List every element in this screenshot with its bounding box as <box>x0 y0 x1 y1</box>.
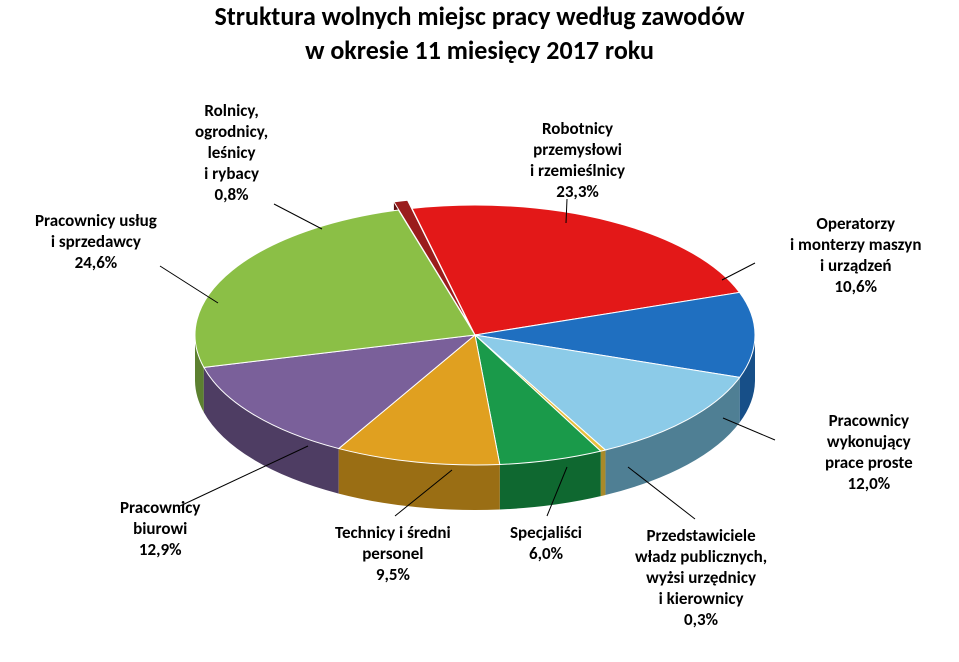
label-text: leśnicy <box>195 142 268 163</box>
label-text: i urządzeń <box>790 255 921 276</box>
slice-side-przedstawiciele-wladz <box>601 450 606 496</box>
label-text: Specjaliści <box>510 522 582 543</box>
label-text: i kierownicy <box>635 588 767 609</box>
label-text: i monterzy maszyn <box>790 234 921 255</box>
label-operatorzy-monterzy: Operatorzyi monterzy maszyni urządzeń10,… <box>790 213 921 297</box>
chart-title-line2: w okresie 11 miesięcy 2017 roku <box>0 34 959 66</box>
label-text: prace proste <box>825 452 913 473</box>
label-value: 0,8% <box>195 184 268 205</box>
label-value: 24,6% <box>35 252 157 273</box>
label-value: 12,9% <box>120 539 200 560</box>
label-text: i rzemieślnicy <box>530 160 625 181</box>
label-text: Pracownicy <box>825 410 913 431</box>
label-value: 12,0% <box>825 473 913 494</box>
label-text: ogrodnicy, <box>195 121 268 142</box>
chart-title-line1: Struktura wolnych miejsc pracy według za… <box>0 0 959 32</box>
label-specjalisci: Specjaliści6,0% <box>510 522 582 564</box>
label-text: i sprzedawcy <box>35 231 157 252</box>
label-uslugi-sprzedawcy: Pracownicy usługi sprzedawcy24,6% <box>35 210 157 273</box>
label-robotnicy-przemyslowi: Robotnicyprzemysłowii rzemieślnicy23,3% <box>530 118 625 202</box>
label-technicy: Technicy i średnipersonel9,5% <box>335 522 451 585</box>
label-value: 9,5% <box>335 564 451 585</box>
pie-tops <box>195 200 755 465</box>
label-rolnicy-ogrodnicy: Rolnicy,ogrodnicy,leśnicyi rybacy0,8% <box>195 100 268 205</box>
label-text: wykonujący <box>825 431 913 452</box>
label-value: 23,3% <box>530 181 625 202</box>
label-przedstawiciele-wladz: Przedstawicielewładz publicznych,wyżsi u… <box>635 525 767 630</box>
label-text: biurowi <box>120 518 200 539</box>
leader-rolnicy-ogrodnicy <box>274 204 322 229</box>
label-text: Pracownicy <box>120 497 200 518</box>
leader-operatorzy-monterzy <box>722 263 755 280</box>
label-value: 6,0% <box>510 543 582 564</box>
pie-svg <box>0 0 959 662</box>
label-value: 0,3% <box>635 609 767 630</box>
label-value: 10,6% <box>790 276 921 297</box>
label-text: Przedstawiciele <box>635 525 767 546</box>
label-text: przemysłowi <box>530 139 625 160</box>
label-pracownicy-biurowi: Pracownicybiurowi12,9% <box>120 497 200 560</box>
leader-uslugi-sprzedawcy <box>160 266 218 303</box>
label-text: i rybacy <box>195 163 268 184</box>
label-text: Technicy i średni <box>335 522 451 543</box>
label-text: personel <box>335 543 451 564</box>
label-text: wyżsi urzędnicy <box>635 567 767 588</box>
label-text: Rolnicy, <box>195 100 268 121</box>
label-prace-proste: Pracownicywykonującyprace proste12,0% <box>825 410 913 494</box>
pie-chart: Struktura wolnych miejsc pracy według za… <box>0 0 959 662</box>
label-text: władz publicznych, <box>635 546 767 567</box>
label-text: Pracownicy usług <box>35 210 157 231</box>
label-text: Operatorzy <box>790 213 921 234</box>
label-text: Robotnicy <box>530 118 625 139</box>
